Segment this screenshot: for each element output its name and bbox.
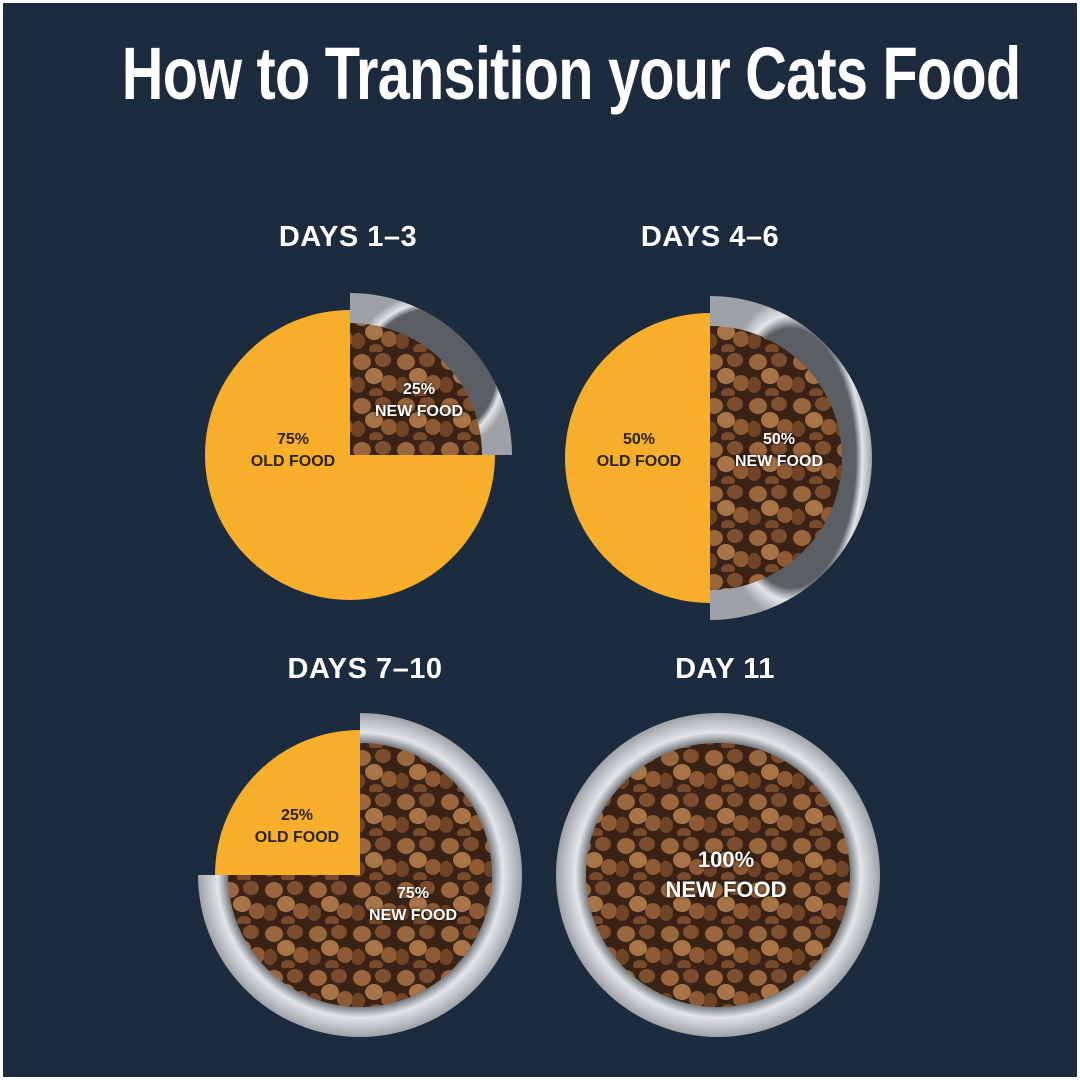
old-food-text: OLD FOOD	[254, 829, 340, 846]
page-title: How to Transition your Cats Food	[121, 32, 1021, 115]
old-food-slice-1	[205, 310, 495, 600]
new-food-pct: 75%	[396, 885, 430, 902]
new-food-pct: 25%	[402, 381, 436, 398]
new-food-text: NEW FOOD	[735, 453, 823, 470]
stage-title-3: DAYS 7–10	[287, 653, 443, 685]
new-food-pct: 100%	[697, 847, 755, 872]
old-food-pct: 25%	[280, 807, 314, 824]
new-food-text: NEW FOOD	[665, 877, 787, 902]
new-food-slice-4	[586, 743, 850, 1007]
pie-charts	[198, 293, 880, 1037]
old-food-label-3: 25% OLD FOOD	[217, 805, 377, 849]
old-food-text: OLD FOOD	[596, 453, 682, 470]
new-food-slice-1	[350, 323, 482, 455]
old-food-pct: 50%	[622, 431, 656, 448]
old-food-slice-2	[565, 313, 710, 603]
stage-title-1: DAYS 1–3	[278, 221, 418, 253]
new-food-slice-2	[710, 326, 842, 590]
new-food-label-4: 100% NEW FOOD	[616, 845, 836, 905]
old-food-slice-3	[215, 730, 360, 875]
new-food-label-2: 50% NEW FOOD	[699, 429, 859, 473]
infographic: How to Transition your Cats Food DAYS 1–…	[3, 3, 1077, 1077]
new-food-text: NEW FOOD	[369, 907, 457, 924]
new-food-text: NEW FOOD	[375, 403, 463, 420]
old-food-pct: 75%	[276, 431, 310, 448]
old-food-label-1: 75% OLD FOOD	[213, 429, 373, 473]
old-food-label-2: 50% OLD FOOD	[559, 429, 719, 473]
new-food-label-1: 25% NEW FOOD	[339, 379, 499, 423]
old-food-text: OLD FOOD	[250, 453, 336, 470]
new-food-label-3: 75% NEW FOOD	[333, 883, 493, 927]
stage-title-4: DAY 11	[675, 653, 775, 685]
new-food-pct: 50%	[762, 431, 796, 448]
stage-title-2: DAYS 4–6	[640, 221, 780, 253]
